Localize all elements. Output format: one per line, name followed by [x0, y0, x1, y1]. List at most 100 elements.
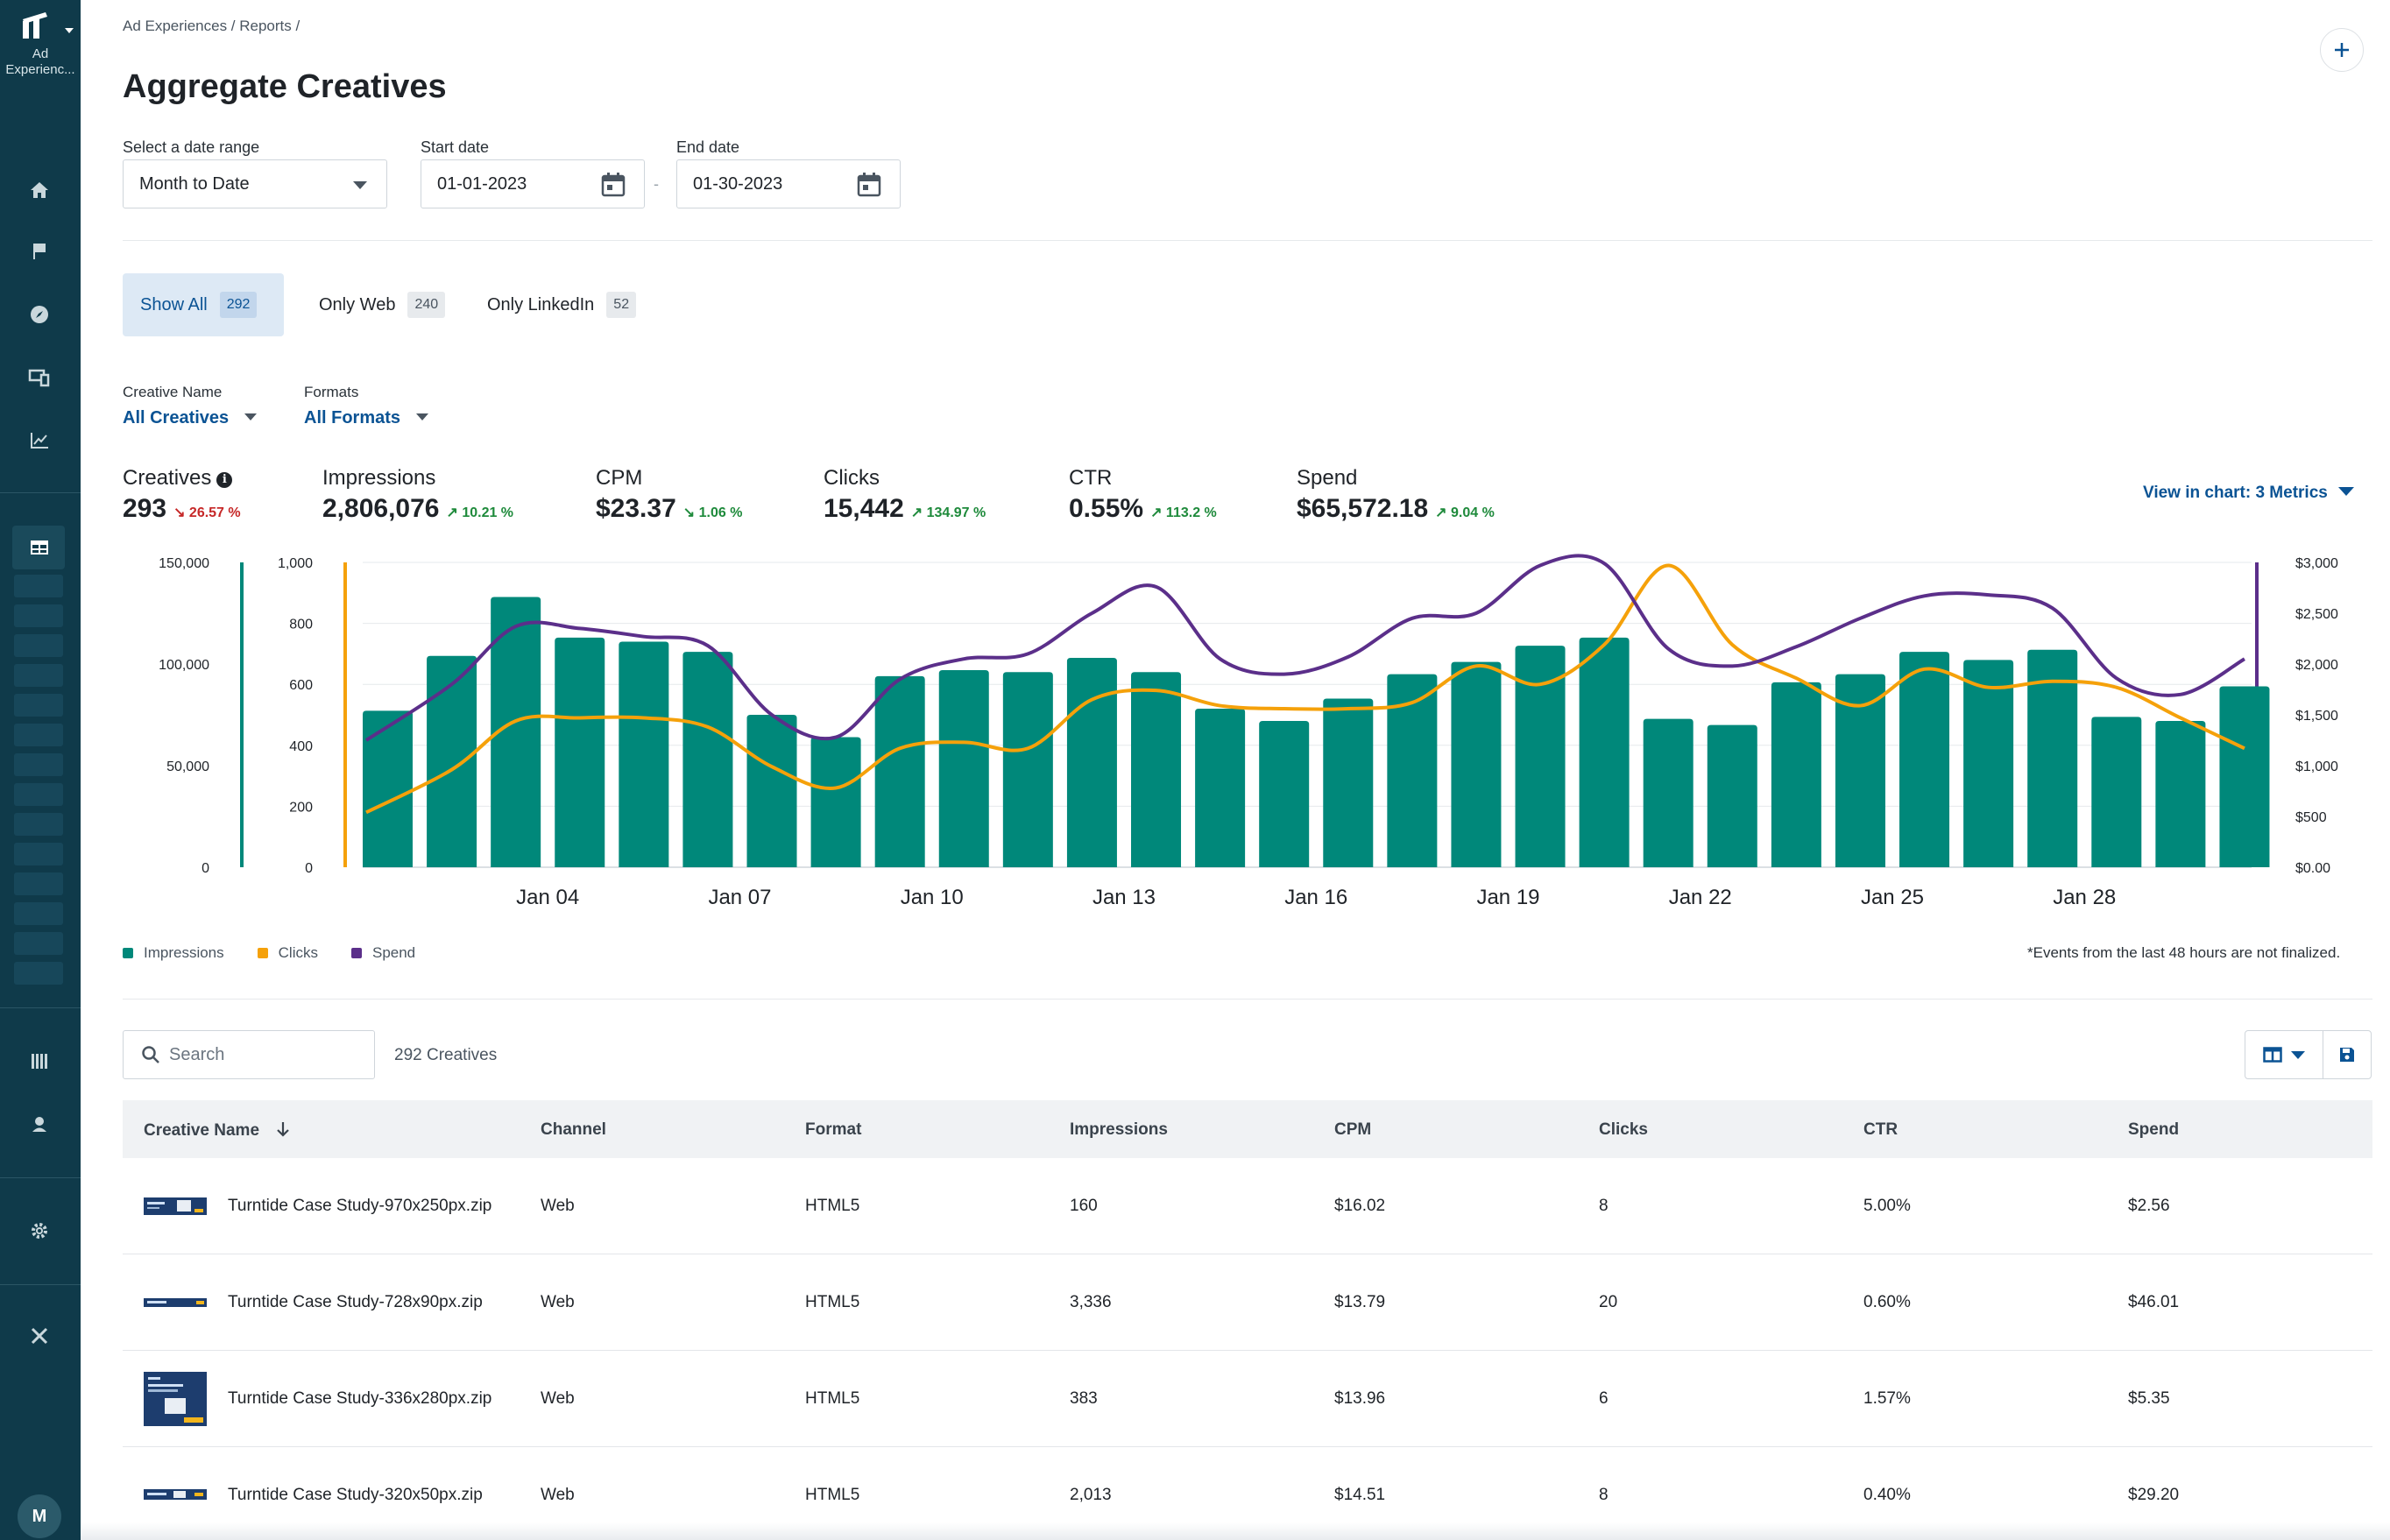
creative-name[interactable]: Turntide Case Study-728x90px.zip — [228, 1293, 483, 1311]
creative-thumbnail[interactable] — [144, 1197, 207, 1215]
tab-only-linkedin[interactable]: Only LinkedIn 52 — [470, 273, 654, 336]
sidebar-subitem[interactable] — [14, 902, 63, 925]
column-header-creative-name[interactable]: Creative Name — [144, 1120, 290, 1141]
creative-name[interactable]: Turntide Case Study-970x250px.zip — [228, 1197, 492, 1215]
arrow-down-icon[interactable] — [276, 1120, 290, 1138]
column-header-format[interactable]: Format — [805, 1120, 862, 1139]
sidebar-subitem[interactable] — [14, 753, 63, 776]
format-cell: HTML5 — [805, 1486, 860, 1504]
sidebar-subitem[interactable] — [14, 604, 63, 627]
channel-cell: Web — [541, 1293, 575, 1311]
search-input[interactable] — [169, 1044, 371, 1065]
sidebar-subitem[interactable] — [14, 724, 63, 746]
calendar-icon[interactable] — [600, 172, 626, 198]
ctr-cell: 1.57% — [1863, 1389, 1911, 1408]
metric-name: Clicks — [824, 466, 880, 490]
impressions-bar — [427, 655, 477, 867]
creative-name-select[interactable]: All Creatives — [123, 408, 257, 428]
impressions-bar — [619, 641, 669, 867]
sidebar-subitem[interactable] — [14, 872, 63, 895]
impressions-cell: 160 — [1070, 1197, 1098, 1215]
formats-select[interactable]: All Formats — [304, 408, 428, 428]
devices-icon[interactable] — [26, 364, 53, 391]
column-header-channel[interactable]: Channel — [541, 1120, 606, 1139]
impressions-bar — [1323, 698, 1374, 867]
sidebar-subitem[interactable] — [14, 664, 63, 687]
date-range-label: Select a date range — [123, 138, 260, 156]
chevron-down-icon — [353, 181, 367, 189]
app-switcher[interactable]: Ad Experienc... — [0, 12, 81, 78]
creative-name[interactable]: Turntide Case Study-336x280px.zip — [228, 1389, 492, 1408]
plus-icon — [2335, 43, 2349, 57]
legend-impressions[interactable]: Impressions — [123, 944, 224, 962]
app-switcher-caret-icon — [65, 28, 74, 33]
tools-icon[interactable] — [26, 1323, 53, 1349]
save-button[interactable] — [2323, 1030, 2372, 1079]
creative-thumbnail[interactable] — [144, 1489, 207, 1500]
table-row[interactable]: Turntide Case Study-320x50px.zip Web HTM… — [123, 1447, 2372, 1540]
tab-label: Only Web — [319, 294, 396, 314]
info-icon[interactable]: i — [216, 472, 233, 488]
impressions-cell: 383 — [1070, 1389, 1098, 1408]
search-box[interactable] — [123, 1030, 375, 1079]
sidebar-subitem[interactable] — [14, 962, 63, 985]
tab-show-all[interactable]: Show All 292 — [123, 273, 284, 336]
chart-footnote: *Events from the last 48 hours are not f… — [2027, 944, 2341, 961]
metric-name: Impressions — [322, 466, 436, 490]
settings-icon[interactable] — [26, 1218, 53, 1244]
column-header-cpm[interactable]: CPM — [1334, 1120, 1372, 1139]
add-button[interactable] — [2320, 28, 2364, 72]
table-row[interactable]: Turntide Case Study-970x250px.zip Web HT… — [123, 1158, 2372, 1254]
sidebar-subitem[interactable] — [14, 694, 63, 717]
sidebar-subitem[interactable] — [14, 575, 63, 597]
creative-thumbnail[interactable] — [144, 1298, 207, 1307]
metric-change: ↘ 26.57 % — [173, 505, 241, 520]
count-badge: 52 — [606, 292, 637, 318]
home-icon[interactable] — [26, 177, 53, 203]
creative-name[interactable]: Turntide Case Study-320x50px.zip — [228, 1486, 483, 1504]
creative-thumbnail[interactable] — [144, 1372, 207, 1426]
x-tick-label: Jan 04 — [516, 886, 579, 909]
tab-only-web[interactable]: Only Web 240 — [301, 273, 463, 336]
avatar[interactable]: M — [18, 1494, 61, 1538]
y-tick-label-impressions: 150,000 — [159, 556, 209, 571]
sidebar-subitem[interactable] — [14, 634, 63, 657]
account-icon[interactable] — [26, 1111, 53, 1137]
table-icon[interactable] — [26, 534, 53, 561]
chevron-down-icon — [244, 413, 257, 420]
app-name: Ad Experienc... — [5, 46, 75, 77]
legend-spend[interactable]: Spend — [350, 944, 415, 962]
column-header-spend[interactable]: Spend — [2128, 1120, 2180, 1139]
analytics-icon[interactable] — [26, 427, 53, 454]
impressions-bar — [1195, 709, 1246, 867]
flag-icon[interactable] — [26, 238, 53, 265]
legend-clicks[interactable]: Clicks — [257, 944, 318, 962]
table-row[interactable]: Turntide Case Study-728x90px.zip Web HTM… — [123, 1254, 2372, 1351]
column-header-impressions[interactable]: Impressions — [1070, 1120, 1168, 1139]
legend-label: Clicks — [278, 944, 318, 961]
metric-change: ↗ 10.21 % — [446, 505, 514, 520]
sidebar-subitem[interactable] — [14, 932, 63, 955]
calendar-icon[interactable] — [856, 172, 882, 198]
start-date-input[interactable]: 01-01-2023 — [421, 159, 645, 208]
end-date-input[interactable]: 01-30-2023 — [676, 159, 901, 208]
column-header-clicks[interactable]: Clicks — [1599, 1120, 1648, 1139]
spend-cell: $29.20 — [2128, 1486, 2180, 1504]
impressions-bar — [1579, 637, 1630, 867]
breadcrumb[interactable]: Ad Experiences / Reports / — [123, 18, 301, 34]
view-in-chart-dropdown[interactable]: View in chart: 3 Metrics — [2143, 484, 2354, 503]
y-tick-label-clicks: 400 — [289, 739, 313, 754]
library-icon[interactable] — [26, 1048, 53, 1074]
table-row[interactable]: Turntide Case Study-336x280px.zip Web HT… — [123, 1351, 2372, 1447]
sidebar-subitem[interactable] — [14, 783, 63, 806]
view-in-chart-label: View in chart: 3 Metrics — [2143, 484, 2328, 502]
creatives-count: 292 Creatives — [394, 1046, 498, 1064]
compass-icon[interactable] — [26, 301, 53, 328]
sidebar-subitem[interactable] — [14, 843, 63, 865]
sidebar-subitem[interactable] — [14, 813, 63, 836]
date-separator: - — [654, 175, 659, 193]
columns-button[interactable] — [2245, 1030, 2323, 1079]
date-range-select[interactable]: Month to Date — [123, 159, 387, 208]
column-header-ctr[interactable]: CTR — [1863, 1120, 1899, 1139]
spend-cell: $46.01 — [2128, 1293, 2180, 1311]
